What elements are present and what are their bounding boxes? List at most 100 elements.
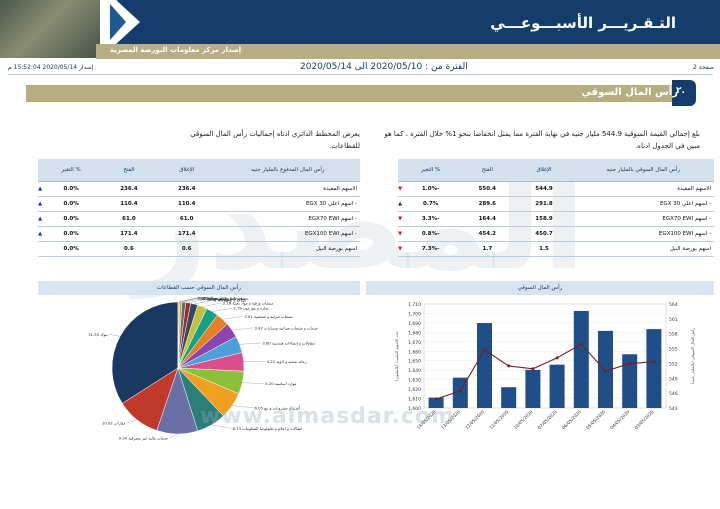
pie-slice — [111, 301, 179, 404]
right-tick-label: 549 — [669, 376, 678, 382]
line-point — [555, 356, 559, 360]
table-cell: - اسهم EGX70 EWI — [572, 211, 714, 227]
slice-label: 1.63 سياحة و ترفيه — [214, 298, 246, 303]
column-header: % التغير — [42, 159, 101, 182]
sector-pie-chart: 31.55 بنوك 10.02 عقارات 9.30 خدمات مالية غ… — [88, 296, 318, 440]
sector-intro: يعرض المخطط الدائري ادناه إجماليات رأس ا… — [190, 130, 360, 150]
slice-label: 3.42 خدمات و منتجات صناعية وسيارات — [254, 325, 318, 330]
line-point — [628, 362, 632, 366]
x-tick-label: 05/05/2020 — [585, 409, 607, 431]
line-point — [483, 348, 486, 352]
down-arrow-icon: ▼ — [398, 241, 403, 257]
table-cell: 550.4 — [458, 181, 516, 197]
x-tick-label: 06/05/2020 — [561, 409, 583, 431]
column-header: الإغلاق — [515, 159, 573, 182]
table-row: - اسهم EGX70 EWI 158.9 164.4 -3.3% ▼ — [398, 211, 714, 227]
x-tick-label: 04/05/2020 — [609, 409, 631, 431]
slice-label: 2.18 منتجات ورقية و مواد تعبئة — [223, 300, 273, 305]
right-tick-label: 552 — [669, 361, 678, 367]
table-cell: 61.0 — [100, 211, 158, 227]
table-cell: اسهم بورصة النيل — [215, 241, 360, 257]
table-cell: 110.4 — [100, 196, 158, 212]
subtitle-bar — [96, 44, 720, 59]
slice-label: 31.55 بنوك — [88, 332, 107, 337]
bar — [525, 369, 541, 408]
table-cell: الاسهم المقيدة — [215, 181, 360, 197]
section-bar — [26, 85, 694, 102]
table-row: - اسهم EGX100 EWI 171.4 171.4 0.0% ▲ — [38, 226, 360, 242]
column-header — [398, 159, 403, 182]
table-cell: 450.7 — [515, 226, 573, 242]
up-arrow-icon: ▲ — [398, 196, 403, 212]
table-cell: 110.4 — [157, 196, 216, 212]
slice-label: 3.80 مقاولات و إنشاءات هندسية — [262, 340, 314, 346]
table-header-row: رأس المال السوقي بالمليار جنيه الإغلاق الف… — [398, 159, 714, 182]
slice-label: 0.89 خدمات النقل و الشحن — [203, 296, 249, 301]
right-axis-label: رأس المال السوقي (بالمليار جنيه) — [690, 328, 695, 385]
right-tick-label: 561 — [669, 317, 678, 323]
line-point — [531, 367, 535, 371]
table-cell: - اسهم اعلي 30 EGX — [572, 196, 714, 212]
leader-line — [183, 298, 203, 303]
down-arrow-icon: ▼ — [398, 211, 403, 227]
table-cell: 289.6 — [458, 196, 516, 212]
x-tick-label: 03/05/2020 — [634, 409, 656, 431]
paid-capital-table: رأس المال المدفوع بالمليار جنيه الإغلاق ال… — [38, 159, 360, 257]
leader-line — [242, 382, 265, 384]
x-tick-label: 07/05/2020 — [537, 409, 559, 431]
right-tick-label: 555 — [669, 347, 678, 353]
bar — [597, 330, 614, 408]
table-row: - اسهم اعلي 30 EGX 291.8 289.6 0.7% ▲ — [398, 196, 714, 212]
table-cell: 291.8 — [515, 196, 573, 212]
down-arrow-icon: ▼ — [398, 226, 403, 242]
bar — [549, 364, 565, 408]
leader-line — [232, 405, 254, 408]
table-cell: 0.0% — [42, 181, 101, 197]
watermark-url: www.almasdar.com — [200, 404, 455, 429]
table-cell: 0.0% — [42, 241, 101, 257]
left-tick-label: 1,650 — [408, 359, 421, 365]
bar — [428, 397, 444, 408]
left-tick-label: 1,640 — [408, 368, 421, 374]
table-cell: اسهم بورصة النيل — [572, 241, 714, 257]
release-timestamp: إصدار 2020/05/14 15:52:04 م — [8, 64, 94, 71]
table-header-row: رأس المال المدفوع بالمليار جنيه الإغلاق ال… — [38, 159, 360, 182]
slice-label: 0.14 مرافق — [197, 296, 217, 301]
leader-line — [178, 297, 197, 303]
report-period: الفترة من : 2020/05/10 الى 2020/05/14 — [300, 62, 468, 72]
up-arrow-icon: ▲ — [38, 196, 43, 212]
table-cell: 544.9 — [515, 181, 573, 197]
table-cell: 158.9 — [515, 211, 573, 227]
up-arrow-icon: ▲ — [38, 181, 43, 197]
pie-chart-title: رأس المال السوقي حسب القطاعات — [38, 281, 360, 295]
table-cell: - اسهم EGX100 EWI — [215, 226, 360, 242]
slice-label: 0.50 غاز و بترول — [200, 296, 228, 301]
table-cell: -3.3% — [402, 211, 459, 227]
left-tick-label: 1,690 — [408, 321, 421, 327]
leader-line — [212, 308, 233, 312]
table-row: - اسهم اعلي 30 EGX 110.4 110.4 0.0% ▲ — [38, 196, 360, 212]
left-tick-label: 1,620 — [408, 387, 421, 393]
column-header: الإغلاق — [157, 159, 216, 182]
right-tick-label: 546 — [669, 391, 678, 397]
column-header: % التغير — [402, 159, 459, 182]
table-cell: 1.5 — [515, 241, 573, 257]
table-cell: - اسهم EGX70 EWI — [215, 211, 360, 227]
table-cell: -1.0% — [402, 181, 459, 197]
table-cell: 236.4 — [100, 181, 158, 197]
page-number: صفحة 2 — [693, 64, 714, 71]
table-cell: 454.2 — [458, 226, 516, 242]
leader-line — [108, 334, 121, 337]
divider — [8, 74, 713, 75]
table-cell: الاسهم المقيدة — [572, 181, 714, 197]
table-cell: 61.0 — [157, 211, 216, 227]
table-cell: - اسهم اعلي 30 EGX — [215, 196, 360, 212]
line-point — [434, 397, 438, 401]
table-cell: 0.0% — [42, 211, 101, 227]
left-tick-label: 1,670 — [408, 340, 421, 346]
line-point — [507, 364, 511, 368]
leader-line — [188, 298, 207, 303]
column-header — [38, 159, 43, 182]
slice-label: 9.30 خدمات مالية غير مصرفية — [119, 435, 169, 440]
leader-line — [180, 297, 199, 303]
